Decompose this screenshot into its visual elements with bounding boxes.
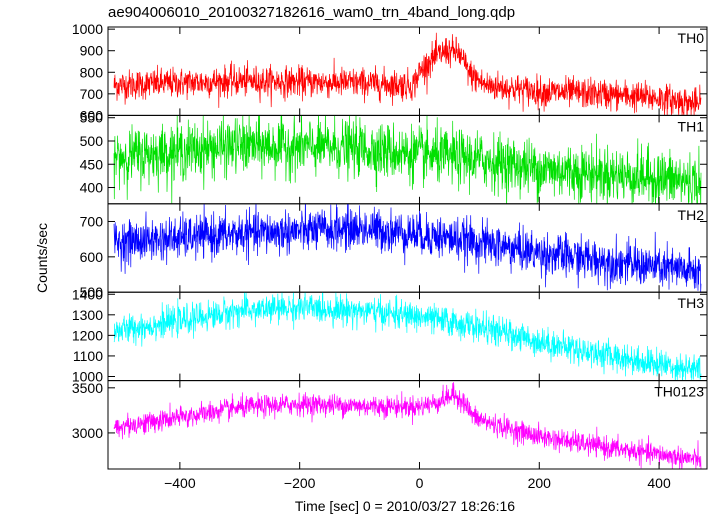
y-tick-label: 1400 bbox=[72, 286, 103, 302]
panels: 600 700 800 900 1000 TH0 400 450 500 550 TH1 500 600… bbox=[72, 21, 708, 470]
y-tick-label: 700 bbox=[80, 213, 104, 229]
y-tick-label: 600 bbox=[80, 249, 104, 265]
y-tick-label: 800 bbox=[80, 64, 104, 80]
band-label-th1: TH1 bbox=[678, 118, 705, 134]
band-label-th0: TH0 bbox=[678, 30, 705, 46]
y-tick-label: 3500 bbox=[72, 380, 103, 396]
x-tick-label: 200 bbox=[528, 475, 552, 491]
band-label-th0123: TH0123 bbox=[654, 384, 704, 400]
x-tick-label: 0 bbox=[416, 475, 424, 491]
x-axis: −400 −200 0 200 400 bbox=[164, 475, 671, 491]
series-line-th1 bbox=[113, 115, 702, 204]
y-tick-label: 550 bbox=[80, 110, 104, 126]
panel-th0123: 3000 3500 TH0123 bbox=[72, 380, 708, 470]
series-line-th0 bbox=[113, 32, 702, 116]
x-tick-label: 400 bbox=[647, 475, 671, 491]
y-tick-label: 700 bbox=[80, 86, 104, 102]
y-tick-label: 1000 bbox=[72, 368, 103, 384]
x-axis-label: Time [sec] 0 = 2010/03/27 18:26:16 bbox=[295, 498, 515, 514]
band-label-th3: TH3 bbox=[678, 295, 705, 311]
y-tick-label: 900 bbox=[80, 43, 104, 59]
panel-frame bbox=[107, 380, 708, 470]
panel-th2: 500 600 700 TH2 bbox=[80, 203, 708, 300]
y-tick-label: 400 bbox=[80, 180, 104, 196]
series-line-th0123 bbox=[113, 382, 702, 470]
y-tick-label: 1200 bbox=[72, 327, 103, 343]
y-tick-label: 500 bbox=[80, 133, 104, 149]
panel-th0: 600 700 800 900 1000 TH0 bbox=[72, 21, 708, 123]
panel-th3: 1000 1100 1200 1300 1400 TH3 bbox=[72, 286, 708, 384]
y-axis-label: Counts/sec bbox=[34, 223, 50, 293]
y-tick-label: 450 bbox=[80, 156, 104, 172]
series-line-th2 bbox=[113, 203, 702, 293]
x-tick-label: −400 bbox=[164, 475, 196, 491]
chart-title: ae904006010_20100327182616_wam0_trn_4ban… bbox=[108, 4, 515, 21]
y-tick-label: 3000 bbox=[72, 425, 103, 441]
x-tick-label: −200 bbox=[284, 475, 316, 491]
y-tick-label: 1300 bbox=[72, 307, 103, 323]
y-tick-label: 500 bbox=[80, 284, 104, 300]
series-line-th3 bbox=[113, 292, 702, 381]
band-label-th2: TH2 bbox=[678, 207, 705, 223]
y-tick-label: 1000 bbox=[72, 21, 103, 37]
y-tick-label: 600 bbox=[80, 107, 104, 123]
y-tick-label: 1100 bbox=[73, 348, 103, 364]
